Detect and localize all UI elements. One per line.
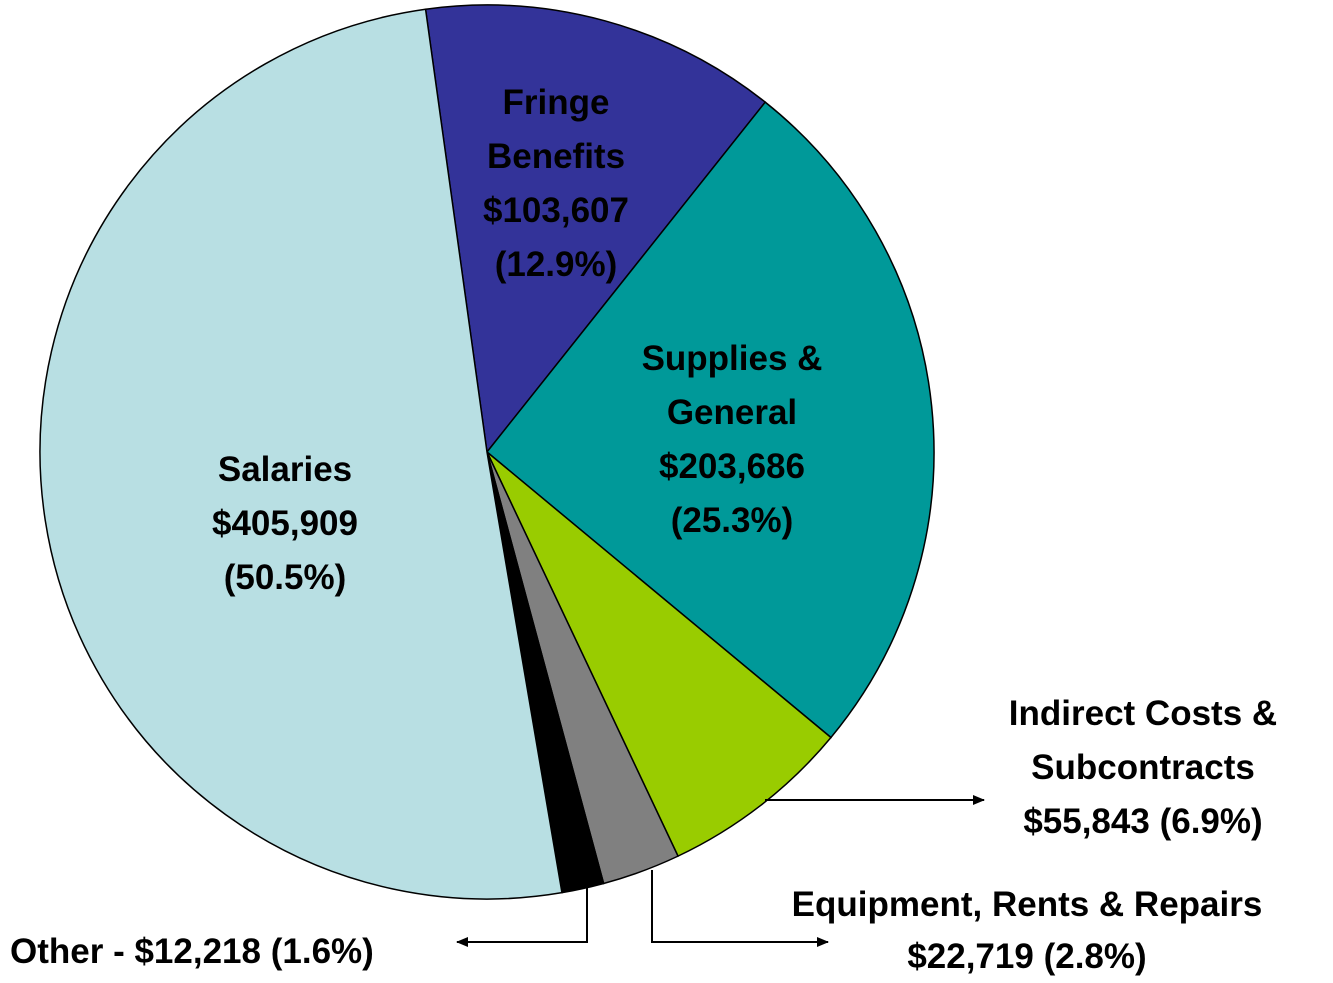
- pie-slice: [424, 4, 767, 454]
- category-label: Other -: [10, 932, 125, 971]
- pie-slice: [39, 8, 563, 900]
- category-label: Fringe Benefits: [486, 83, 626, 176]
- value-label: $55,843: [1023, 802, 1150, 841]
- category-label: Equipment, Rents & Repairs: [791, 885, 1263, 924]
- value-label: $12,218: [134, 932, 261, 971]
- slice-label: Supplies & General $203,686 (25.3%): [602, 332, 862, 548]
- value-label: $22,719: [907, 937, 1034, 976]
- slice-label: Salaries $405,909 (50.5%): [160, 443, 410, 605]
- pie: [39, 4, 935, 900]
- category-label: Supplies & General: [641, 339, 823, 432]
- slice-label: Indirect Costs & Subcontracts $55,843 (6…: [970, 687, 1316, 849]
- percent-label: (12.9%): [494, 245, 618, 284]
- value-label: $103,607: [483, 191, 629, 230]
- leader-line: [651, 870, 829, 947]
- leader-line: [456, 884, 588, 947]
- value-label: $203,686: [659, 447, 805, 486]
- slice-label: Fringe Benefits $103,607 (12.9%): [456, 76, 656, 292]
- slice-label: Other - $12,218 (1.6%): [10, 925, 450, 979]
- value-label: $405,909: [212, 504, 358, 543]
- category-label: Salaries: [217, 450, 353, 489]
- percent-label: (50.5%): [223, 558, 347, 597]
- category-label: Indirect Costs & Subcontracts: [1008, 694, 1278, 787]
- percent-label: (6.9%): [1159, 802, 1263, 841]
- percent-label: (1.6%): [270, 932, 374, 971]
- percent-label: (2.8%): [1043, 937, 1147, 976]
- pie-slice: [485, 101, 935, 739]
- percent-label: (25.3%): [670, 501, 794, 540]
- slice-label: Equipment, Rents & Repairs $22,719 (2.8%…: [727, 879, 1327, 983]
- pie-slice: [486, 451, 832, 858]
